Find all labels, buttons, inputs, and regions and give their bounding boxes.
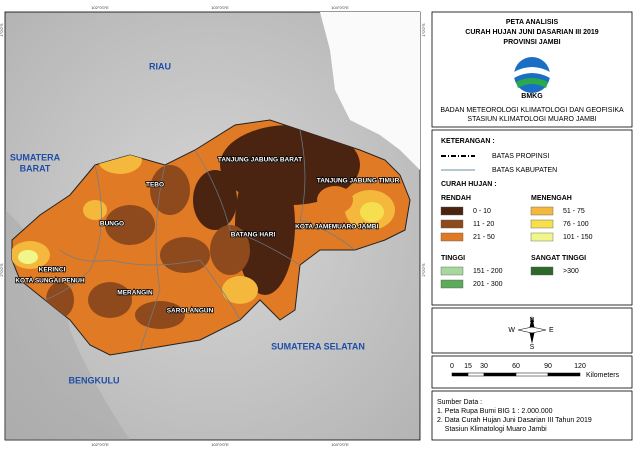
legend-label: 0 - 10	[473, 208, 491, 215]
region-label: RIAU	[149, 61, 171, 71]
district-label: BATANG HARI	[231, 232, 276, 239]
district-label: KOTA SUNGAI PENUH	[15, 278, 85, 285]
legend-subheading: CURAH HUJAN :	[441, 181, 497, 188]
legend-swatch	[530, 232, 554, 242]
compass-e: E	[549, 327, 554, 334]
title-line: PETA ANALISIS	[506, 19, 559, 26]
scale-segment	[547, 372, 581, 377]
scale-segment	[451, 372, 469, 377]
legend-swatch	[440, 266, 464, 276]
compass	[517, 316, 547, 344]
grid-label: 1°0'0"S	[0, 23, 4, 36]
legend-label: 101 - 150	[563, 234, 593, 241]
legend-swatch	[440, 219, 464, 229]
legend-heading: KETERANGAN :	[441, 138, 495, 145]
scale-segment	[515, 372, 549, 377]
scale-label: 0	[450, 363, 454, 370]
legend-label: 51 - 75	[563, 208, 585, 215]
map-frame	[4, 11, 421, 441]
region-label: SUMATERA SELATAN	[271, 341, 365, 351]
region-label: BARAT	[20, 163, 51, 173]
district-label: TANJUNG JABUNG TIMUR	[317, 178, 400, 185]
district-label: TEBO	[146, 182, 164, 189]
grid-label: 102°0'0"E	[91, 442, 109, 447]
agency-line: STASIUN KLIMATOLOGI MUARO JAMBI	[467, 116, 596, 123]
source-box	[431, 390, 633, 441]
scale-segment	[483, 372, 517, 377]
legend-label: 201 - 300	[473, 281, 503, 288]
legend-swatch	[530, 219, 554, 229]
rainfall-zones	[12, 125, 395, 329]
grid-label: 1°0'0"S	[421, 23, 426, 36]
sea	[320, 12, 420, 170]
scale-label: 120	[574, 363, 586, 370]
scale-label: 15	[464, 363, 472, 370]
legend-label: 76 - 100	[563, 221, 589, 228]
district-label: MERANGIN	[117, 290, 153, 297]
grid-labels: 102°0'0"E 103°0'0"E 104°0'0"E 102°0'0"E 103°…	[0, 5, 426, 447]
scale-label: 60	[512, 363, 520, 370]
legend-group: RENDAH	[441, 195, 471, 202]
grid-label: 104°0'0"E	[331, 5, 349, 10]
legend-group: TINGGI	[441, 255, 465, 262]
scale-unit: Kilometers	[586, 372, 620, 379]
scale-label: 30	[480, 363, 488, 370]
grid-label: 2°0'0"S	[0, 263, 4, 276]
district-label: TANJUNG JABUNG BARAT	[218, 157, 302, 164]
grid-label: 2°0'0"S	[421, 263, 426, 276]
compass-s: S	[530, 344, 535, 351]
source-line: Stasiun Klimatologi Muaro Jambi	[437, 426, 547, 433]
district-boundaries	[44, 129, 356, 351]
scale-box	[431, 355, 633, 389]
source-line: 2. Data Curah Hujan Juni Dasarian III Ta…	[437, 417, 592, 424]
bmkg-logo: BMKG	[514, 57, 550, 100]
legend-swatch	[440, 232, 464, 242]
legend-group: MENENGAH	[531, 195, 572, 202]
district-label: KOTA JAMBI	[295, 224, 335, 231]
grid-label: 104°0'0"E	[331, 442, 349, 447]
legend-label: 151 - 200	[473, 268, 503, 275]
compass-w: W	[508, 327, 515, 334]
grid-label: 103°0'0"E	[211, 5, 229, 10]
legend-label: >300	[563, 268, 579, 275]
grid-label: 103°0'0"E	[211, 442, 229, 447]
title-line: CURAH HUJAN JUNI DASARIAN III 2019	[465, 29, 599, 36]
legend-label: BATAS PROPINSI	[492, 153, 549, 160]
legend-label: 21 - 50	[473, 234, 495, 241]
agency-line: BADAN METEOROLOGI KLIMATOLOGI DAN GEOFIS…	[440, 107, 624, 114]
title-line: PROVINSI JAMBI	[503, 39, 560, 46]
region-label: BENGKULU	[69, 375, 120, 385]
district-label: SAROLANGUN	[167, 308, 214, 315]
legend-swatch	[440, 279, 464, 289]
scale-label: 90	[544, 363, 552, 370]
legend-box	[431, 129, 633, 306]
district-label: BUNGO	[100, 221, 124, 228]
legend-swatch	[440, 206, 464, 216]
legend-group: SANGAT TINGGI	[531, 255, 586, 262]
compass-n: N	[529, 317, 534, 324]
logo-text: BMKG	[521, 93, 543, 100]
legend-swatch	[530, 206, 554, 216]
source-line: 1. Peta Rupa Bumi BIG 1 : 2.000.000	[437, 408, 553, 415]
district-label: KERINCI	[39, 267, 66, 274]
legend-swatch	[530, 266, 554, 276]
scale-segment	[467, 372, 485, 377]
side-panel: PETA ANALISIS CURAH HUJAN JUNI DASARIAN …	[431, 11, 633, 441]
legend-label: 11 - 20	[473, 221, 494, 228]
district-label: MUARO JAMBI	[332, 224, 379, 231]
legend-label: BATAS KABUPATEN	[492, 167, 557, 174]
region-label: SUMATERA	[10, 152, 61, 162]
source-heading: Sumber Data :	[437, 399, 482, 406]
grid-label: 102°0'0"E	[91, 5, 109, 10]
